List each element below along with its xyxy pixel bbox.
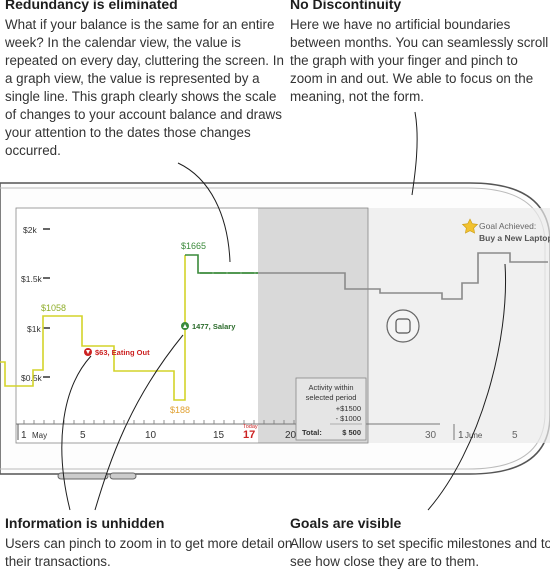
x-tick-label: 5 [512,430,518,441]
today-day: 17 [243,429,255,441]
income-label: 1477, Salary [192,322,236,331]
peak-label-1665: $1665 [181,241,206,251]
activity-total-value: $ 500 [342,428,361,437]
low-label-188: $188 [170,405,190,415]
phone-button-left [58,473,108,479]
expense-label: $63, Eating Out [95,348,150,357]
y-tick-label: $1.5k [21,274,43,284]
y-tick-label: $1k [27,324,41,334]
activity-title-line2: selected period [306,393,357,402]
activity-total-label: Total: [302,428,322,437]
peak-label-1058: $1058 [41,303,66,313]
x-tick-label: 1 [458,430,464,441]
activity-summary-box[interactable]: Activity within selected period +$1500 -… [296,378,366,440]
phone-button-right [110,473,136,479]
x-tick-label: 5 [80,430,86,441]
goal-label: Goal Achieved: [479,221,536,231]
goal-name: Buy a New Laptop [479,233,550,243]
activity-plus: +$1500 [336,404,361,413]
activity-title-line1: Activity within [308,383,353,392]
x-tick-sublabel: May [32,431,47,440]
x-tick-label: 20 [285,430,297,441]
x-tick-label: 15 [213,430,225,441]
y-tick-label: $2k [23,225,37,235]
y-tick-label: $0.5k [21,373,43,383]
home-button[interactable] [387,310,419,342]
x-tick-label: 10 [145,430,157,441]
activity-minus: - $1000 [336,414,361,423]
x-tick-label: 1 [21,430,27,441]
x-tick-label: 30 [425,430,437,441]
